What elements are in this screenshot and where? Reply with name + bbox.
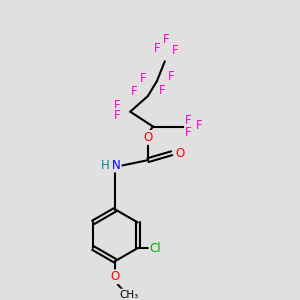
Text: Cl: Cl bbox=[150, 242, 161, 255]
Text: H: H bbox=[101, 159, 110, 172]
Text: O: O bbox=[175, 147, 184, 160]
Text: F: F bbox=[185, 126, 192, 139]
Text: F: F bbox=[114, 99, 121, 112]
Text: F: F bbox=[131, 85, 137, 98]
Text: F: F bbox=[171, 44, 178, 57]
Text: F: F bbox=[140, 72, 146, 85]
Text: O: O bbox=[143, 131, 153, 144]
Text: N: N bbox=[112, 159, 121, 172]
Text: F: F bbox=[154, 42, 160, 55]
Text: F: F bbox=[158, 84, 165, 98]
Text: F: F bbox=[185, 114, 192, 127]
Text: CH₃: CH₃ bbox=[120, 290, 139, 300]
Text: F: F bbox=[167, 70, 174, 83]
Text: F: F bbox=[196, 119, 203, 132]
Text: F: F bbox=[114, 109, 121, 122]
Text: O: O bbox=[111, 270, 120, 283]
Text: F: F bbox=[163, 33, 169, 46]
